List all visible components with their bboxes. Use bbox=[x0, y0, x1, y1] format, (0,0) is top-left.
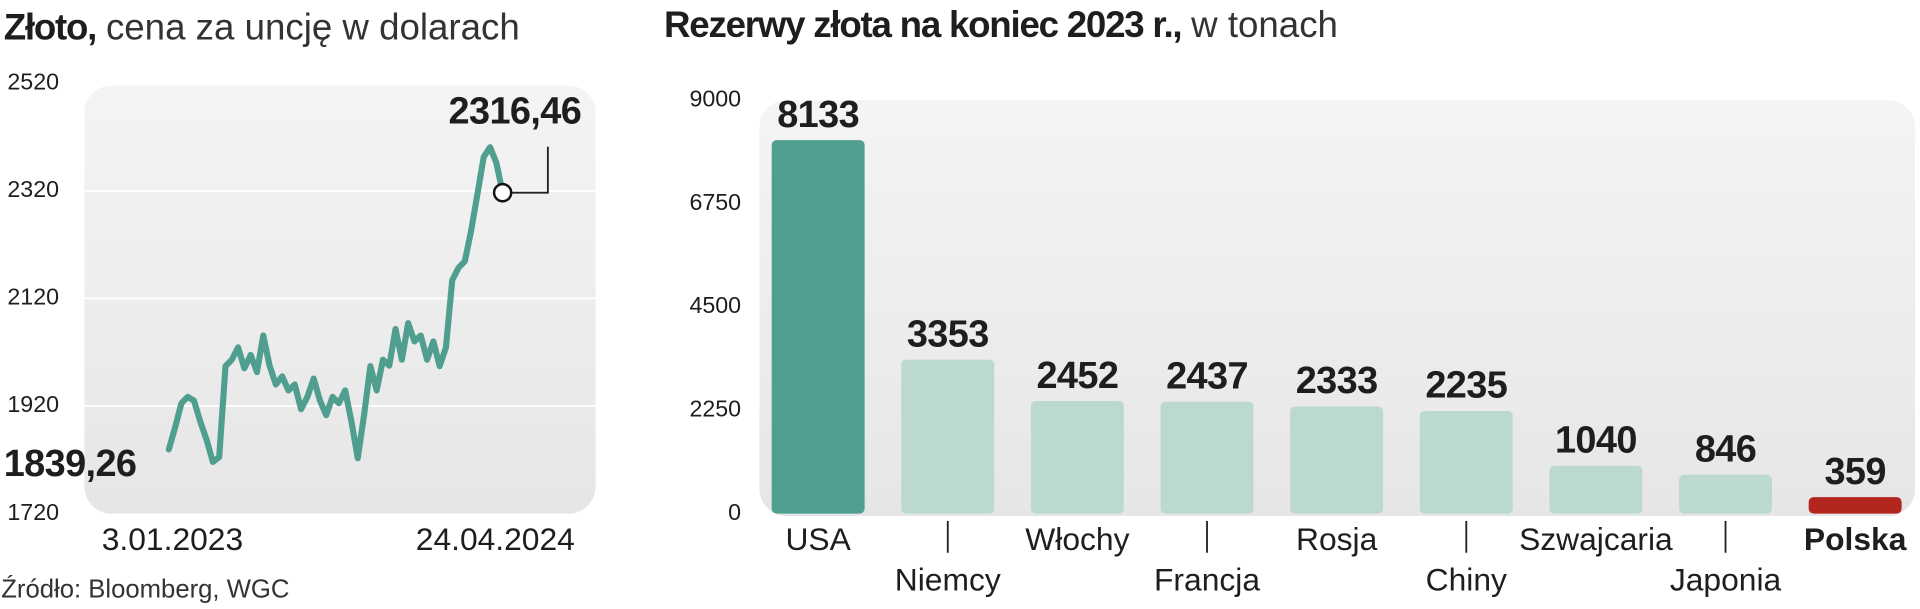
y-tick-label: 4500 bbox=[689, 292, 741, 318]
bar bbox=[1549, 465, 1643, 514]
value-label: 2437 bbox=[1166, 355, 1248, 397]
x-tick-label: 3.01.2023 bbox=[102, 521, 243, 557]
value-label: 2235 bbox=[1425, 365, 1507, 407]
value-label: 2333 bbox=[1296, 360, 1378, 402]
y-tick-label: 2520 bbox=[7, 68, 59, 94]
y-tick-label: 0 bbox=[728, 499, 741, 525]
leader-line bbox=[502, 146, 549, 194]
x-tick-label: Francja bbox=[1154, 561, 1260, 597]
value-label: 1040 bbox=[1555, 420, 1637, 462]
x-tick-label: Włochy bbox=[1025, 521, 1129, 557]
x-tick-label: 24.04.2024 bbox=[416, 521, 575, 557]
x-tick-label: Japonia bbox=[1670, 561, 1782, 597]
bar bbox=[1030, 401, 1124, 514]
plot-background bbox=[84, 85, 596, 514]
value-label: 2452 bbox=[1036, 355, 1118, 397]
x-tick-label: Chiny bbox=[1426, 561, 1507, 597]
value-label: 2316,46 bbox=[449, 91, 582, 133]
x-tick-label: Polska bbox=[1804, 521, 1907, 557]
bar bbox=[1419, 410, 1513, 514]
value-label: 8133 bbox=[777, 94, 859, 136]
source: Źródło: Bloomberg, WGC bbox=[1, 574, 289, 603]
y-tick-label: 1720 bbox=[7, 499, 59, 525]
x-tick-label: Rosja bbox=[1296, 521, 1378, 557]
bar bbox=[771, 140, 865, 514]
value-label: 1839,26 bbox=[4, 443, 137, 485]
bar bbox=[1290, 406, 1384, 514]
y-tick-label: 2320 bbox=[7, 176, 59, 202]
title: Rezerwy złota na koniec 2023 r., bbox=[664, 4, 1181, 45]
chart-title: Rezerwy złota na koniec 2023 r., w tonach bbox=[664, 4, 1338, 45]
x-tick-label: Niemcy bbox=[895, 561, 1001, 597]
y-tick-label: 1920 bbox=[7, 391, 59, 417]
y-tick-label: 2120 bbox=[7, 284, 59, 310]
value-label: 359 bbox=[1824, 451, 1885, 493]
subtitle: w tonach bbox=[1190, 4, 1338, 45]
subtitle: cena za uncję w dolarach bbox=[106, 6, 520, 47]
value-label: 3353 bbox=[907, 313, 989, 355]
bar bbox=[1679, 474, 1772, 514]
title: Złoto, bbox=[4, 6, 96, 47]
bar bbox=[1808, 497, 1902, 514]
y-tick-label: 6750 bbox=[689, 189, 741, 215]
value-label: 846 bbox=[1695, 429, 1756, 471]
x-tick-label: USA bbox=[785, 521, 851, 557]
y-tick-label: 9000 bbox=[689, 85, 741, 111]
x-tick-label: Szwajcaria bbox=[1519, 521, 1673, 557]
end-marker bbox=[492, 182, 513, 203]
bar bbox=[1160, 401, 1254, 514]
chart-title: Złoto, cena za uncję w dolarach bbox=[4, 6, 520, 47]
bar bbox=[901, 359, 995, 514]
y-tick-label: 2250 bbox=[689, 395, 741, 421]
price-line bbox=[165, 144, 506, 466]
